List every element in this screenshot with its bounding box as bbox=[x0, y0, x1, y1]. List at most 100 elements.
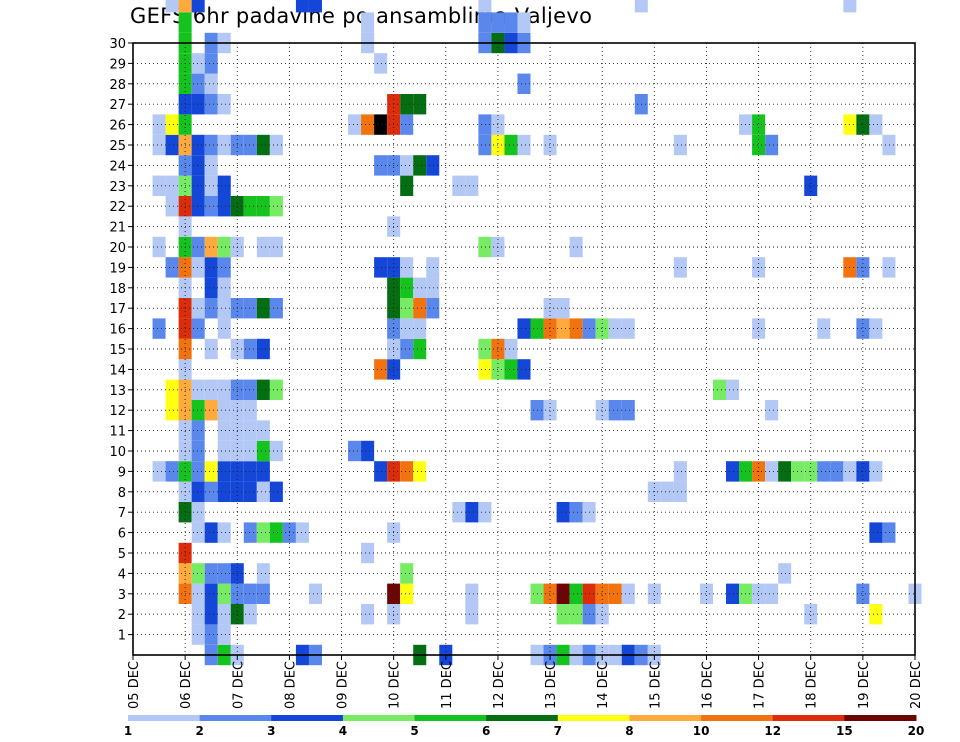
heatmap-cell bbox=[426, 155, 440, 176]
colorbar-label: 8 bbox=[625, 724, 633, 738]
heatmap-cell bbox=[191, 400, 205, 421]
heatmap-cell bbox=[621, 583, 635, 604]
colorbar-swatch bbox=[271, 715, 344, 721]
heatmap-cell bbox=[191, 461, 205, 482]
heatmap-cell bbox=[191, 236, 205, 258]
y-tick-label: 22 bbox=[109, 200, 126, 215]
heatmap-cell bbox=[204, 583, 218, 604]
heatmap-cell bbox=[634, 0, 648, 13]
heatmap-cell bbox=[478, 12, 492, 33]
heatmap-cell bbox=[256, 420, 270, 441]
heatmap-cell bbox=[595, 583, 609, 604]
heatmap-cell bbox=[452, 175, 466, 196]
heatmap-cell bbox=[243, 461, 257, 482]
heatmap-cell bbox=[778, 563, 792, 584]
heatmap-cell bbox=[647, 583, 661, 604]
y-tick-label: 3 bbox=[118, 588, 126, 603]
heatmap-cell bbox=[517, 134, 531, 156]
heatmap-cell bbox=[400, 461, 414, 482]
heatmap-cell bbox=[726, 379, 740, 400]
heatmap-cell bbox=[478, 134, 492, 156]
heatmap-cell bbox=[882, 257, 896, 278]
heatmap-cell bbox=[191, 502, 205, 523]
heatmap-cell bbox=[165, 114, 179, 135]
heatmap-cell bbox=[191, 196, 205, 217]
heatmap-cell bbox=[465, 175, 479, 196]
heatmap-cell bbox=[217, 604, 231, 625]
heatmap-cell bbox=[152, 114, 166, 135]
heatmap-cell bbox=[204, 400, 218, 421]
heatmap-cell bbox=[465, 604, 479, 625]
heatmap-cell bbox=[191, 53, 205, 74]
x-tick-label: 16 DEC bbox=[700, 661, 715, 709]
heatmap-cell bbox=[204, 298, 218, 319]
y-tick-label: 21 bbox=[109, 221, 126, 236]
heatmap-cell bbox=[595, 318, 609, 339]
colorbar-swatch bbox=[414, 715, 487, 721]
heatmap-cell bbox=[504, 359, 518, 380]
heatmap-cell bbox=[217, 481, 231, 502]
heatmap-cell bbox=[243, 583, 257, 604]
heatmap-cell bbox=[843, 0, 857, 13]
heatmap-cell bbox=[778, 461, 792, 482]
x-tick-label: 11 DEC bbox=[440, 661, 455, 709]
heatmap-cell bbox=[752, 318, 766, 339]
heatmap-cell bbox=[217, 563, 231, 584]
heatmap-cell bbox=[217, 400, 231, 421]
colorbar-swatch bbox=[342, 715, 416, 721]
heatmap-cell bbox=[608, 400, 622, 421]
y-tick-label: 9 bbox=[118, 465, 126, 480]
heatmap-cell bbox=[569, 502, 583, 523]
heatmap-cell bbox=[400, 298, 414, 319]
y-tick-label: 19 bbox=[109, 261, 126, 276]
x-tick-label: 20 DEC bbox=[909, 661, 924, 709]
heatmap-cell bbox=[308, 0, 322, 13]
heatmap-cell bbox=[217, 440, 231, 462]
heatmap-cells bbox=[152, 0, 922, 666]
heatmap-cell bbox=[243, 604, 257, 625]
heatmap-cell bbox=[217, 461, 231, 482]
colorbar-swatch bbox=[128, 715, 201, 721]
heatmap-cell bbox=[621, 400, 635, 421]
heatmap-cell bbox=[569, 318, 583, 339]
heatmap-cell bbox=[191, 257, 205, 278]
heatmap-cell bbox=[712, 379, 727, 400]
y-tick-label: 6 bbox=[118, 527, 126, 542]
heatmap-cell bbox=[400, 114, 414, 135]
y-tick-label: 4 bbox=[118, 567, 126, 582]
heatmap-cell bbox=[556, 604, 570, 625]
y-tick-label: 5 bbox=[118, 547, 126, 562]
colorbar-label: 5 bbox=[410, 724, 418, 738]
heatmap-cell bbox=[152, 461, 166, 482]
heatmap-cell bbox=[804, 604, 818, 625]
heatmap-cell bbox=[660, 481, 674, 502]
heatmap-cell bbox=[374, 114, 388, 135]
heatmap-cell bbox=[478, 0, 492, 13]
colorbar-swatch bbox=[199, 715, 272, 721]
y-tick-label: 1 bbox=[118, 629, 126, 644]
heatmap-cell bbox=[374, 257, 388, 278]
heatmap-cell bbox=[295, 0, 309, 13]
heatmap-cell bbox=[191, 583, 205, 604]
heatmap-cell bbox=[204, 277, 218, 298]
heatmap-cell bbox=[478, 236, 492, 258]
x-axis: 05 DEC 06 DEC 07 DEC 08 DEC 09 DEC 10 DEC 11 D… bbox=[127, 655, 924, 709]
y-tick-label: 14 bbox=[109, 363, 126, 378]
y-tick-label: 2 bbox=[118, 608, 126, 623]
colorbar-label: 4 bbox=[339, 724, 347, 738]
y-tick-label: 25 bbox=[109, 139, 126, 154]
y-tick-label: 28 bbox=[109, 78, 126, 93]
colorbar-swatch bbox=[844, 715, 917, 721]
heatmap-cell bbox=[204, 522, 218, 543]
heatmap-cell bbox=[269, 236, 283, 258]
heatmap-cell bbox=[400, 277, 414, 298]
heatmap-cell bbox=[465, 502, 479, 523]
heatmap-cell bbox=[256, 522, 270, 543]
heatmap-cell bbox=[152, 175, 166, 196]
heatmap-cell bbox=[621, 318, 635, 339]
heatmap-cell bbox=[191, 420, 205, 441]
heatmap-cell bbox=[517, 12, 531, 33]
heatmap-cell bbox=[191, 73, 205, 94]
heatmap-cell bbox=[295, 522, 309, 543]
